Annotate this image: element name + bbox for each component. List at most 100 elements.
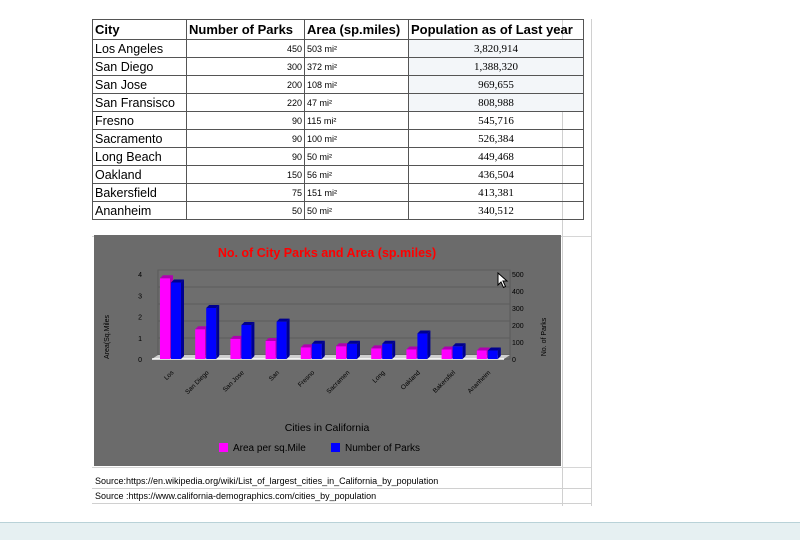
- cell-area[interactable]: 115 mi²: [304, 111, 409, 130]
- bar-area-top: [336, 343, 349, 347]
- cell-area[interactable]: 56 mi²: [304, 165, 409, 184]
- cell-area[interactable]: 47 mi²: [304, 93, 409, 112]
- right-tick-label: 400: [512, 289, 524, 296]
- category-label: San Diego: [184, 369, 211, 396]
- bar-parks-side: [251, 322, 255, 359]
- cell-population[interactable]: 449,468: [408, 147, 584, 166]
- header-city[interactable]: City: [92, 19, 187, 40]
- cell-parks[interactable]: 75: [186, 183, 305, 202]
- bar-parks-face: [347, 343, 357, 359]
- header-parks[interactable]: Number of Parks: [186, 19, 305, 40]
- category-label: Long: [371, 369, 386, 384]
- bar-parks-top: [206, 305, 220, 308]
- bar-parks-side: [181, 279, 184, 359]
- cell-population[interactable]: 526,384: [408, 129, 584, 148]
- cell-population[interactable]: 436,504: [408, 165, 584, 184]
- cell-area[interactable]: 372 mi²: [304, 57, 409, 76]
- category-label: Fresno: [297, 369, 317, 389]
- cell-area[interactable]: 151 mi²: [304, 183, 409, 202]
- bar-parks: [311, 340, 325, 359]
- legend-swatch: [331, 443, 340, 452]
- cell-population[interactable]: 340,512: [408, 201, 584, 220]
- bar-parks-top: [452, 343, 466, 347]
- header-population[interactable]: Population as of Last year: [408, 19, 584, 40]
- bar-parks-side: [462, 343, 466, 359]
- bar-parks-top: [417, 330, 431, 334]
- cell-area[interactable]: 100 mi²: [304, 129, 409, 148]
- cell-area[interactable]: 50 mi²: [304, 201, 409, 220]
- bar-parks-side: [357, 340, 360, 359]
- cell-parks[interactable]: 90: [186, 129, 305, 148]
- cell-parks[interactable]: 220: [186, 93, 305, 112]
- cell-city[interactable]: Oakland: [92, 165, 187, 184]
- bar-area-top: [406, 346, 420, 350]
- cell-city[interactable]: San Jose: [92, 75, 187, 94]
- left-tick-label: 2: [138, 315, 142, 322]
- category-label: Bakersfiel: [432, 369, 458, 395]
- source-line-2[interactable]: Source :https://www.california-demograph…: [92, 489, 591, 504]
- cell-city[interactable]: San Diego: [92, 57, 187, 76]
- grid-line: [562, 19, 563, 506]
- table-row: San Diego 300 372 mi² 1,388,320: [92, 57, 584, 76]
- cell-city[interactable]: Ananheim: [92, 201, 187, 220]
- bar-parks-side: [392, 340, 396, 359]
- bar-parks-top: [311, 340, 325, 344]
- bar-area-face: [406, 349, 417, 359]
- cell-city[interactable]: San Fransisco: [92, 93, 187, 112]
- chart-svg: No. of City Parks and Area (sp.miles) Ar…: [104, 246, 548, 454]
- cell-parks[interactable]: 200: [186, 75, 305, 94]
- bar-area-top: [300, 344, 314, 348]
- cell-area[interactable]: 50 mi²: [304, 147, 409, 166]
- bar-parks-face: [382, 343, 393, 359]
- cell-city[interactable]: Sacramento: [92, 129, 187, 148]
- legend-label: Number of Parks: [345, 443, 420, 454]
- left-tick-label: 0: [138, 357, 142, 364]
- bar-area-face: [160, 278, 170, 359]
- legend-swatch: [219, 443, 228, 452]
- header-area[interactable]: Area (sp.miles): [304, 19, 409, 40]
- bar-area-face: [195, 329, 206, 359]
- cell-population[interactable]: 1,388,320: [408, 57, 584, 76]
- left-tick-label: 1: [138, 336, 142, 343]
- blank-row[interactable]: [92, 450, 591, 468]
- bar-area-top: [371, 345, 385, 349]
- bar-parks: [171, 279, 184, 359]
- cell-population[interactable]: 413,381: [408, 183, 584, 202]
- table-row: Ananheim 50 50 mi² 340,512: [92, 201, 584, 220]
- bar-parks: [347, 340, 360, 359]
- cell-parks[interactable]: 450: [186, 39, 305, 58]
- cell-parks[interactable]: 90: [186, 147, 305, 166]
- chart-title: No. of City Parks and Area (sp.miles): [218, 246, 436, 260]
- bar-parks-face: [241, 325, 252, 359]
- bar-parks-side: [216, 305, 220, 359]
- chart-legend: Area per sq.Mile Number of Parks: [219, 443, 420, 454]
- cell-parks[interactable]: 150: [186, 165, 305, 184]
- bar-parks-side: [321, 340, 325, 359]
- cell-area[interactable]: 503 mi²: [304, 39, 409, 58]
- table-row: Long Beach 90 50 mi² 449,468: [92, 147, 584, 166]
- cell-parks[interactable]: 90: [186, 111, 305, 130]
- parks-area-chart[interactable]: No. of City Parks and Area (sp.miles) Ar…: [94, 235, 561, 466]
- table-row: San Fransisco 220 47 mi² 808,988: [92, 93, 584, 112]
- cell-city[interactable]: Long Beach: [92, 147, 187, 166]
- bar-parks-top: [382, 340, 396, 344]
- cell-population[interactable]: 808,988: [408, 93, 584, 112]
- cell-area[interactable]: 108 mi²: [304, 75, 409, 94]
- cell-parks[interactable]: 300: [186, 57, 305, 76]
- cell-parks[interactable]: 50: [186, 201, 305, 220]
- bar-parks-face: [487, 350, 498, 359]
- mouse-cursor-icon: [497, 272, 509, 289]
- cell-city[interactable]: Los Angeles: [92, 39, 187, 58]
- cell-population[interactable]: 3,820,914: [408, 39, 584, 58]
- bar-parks-side: [286, 318, 290, 359]
- table-row: San Jose 200 108 mi² 969,655: [92, 75, 584, 94]
- bar-area-top: [476, 347, 490, 351]
- cell-population[interactable]: 969,655: [408, 75, 584, 94]
- cell-population[interactable]: 545,716: [408, 111, 584, 130]
- right-tick-label: 0: [512, 357, 516, 364]
- bar-parks: [487, 347, 501, 359]
- cell-city[interactable]: Bakersfield: [92, 183, 187, 202]
- bar-parks: [417, 330, 431, 359]
- source-line-1[interactable]: Source:https://en.wikipedia.org/wiki/Lis…: [92, 474, 591, 489]
- cell-city[interactable]: Fresno: [92, 111, 187, 130]
